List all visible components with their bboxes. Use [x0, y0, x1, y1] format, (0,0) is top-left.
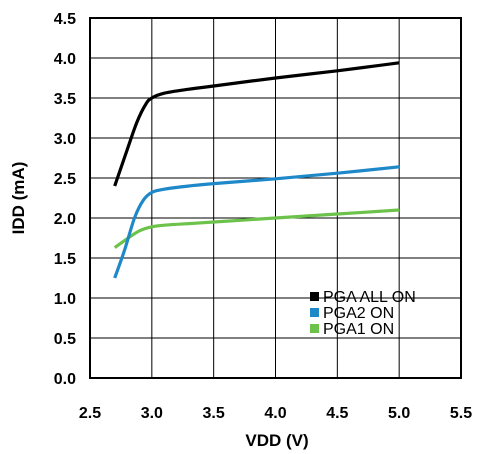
x-tick-label: 4.5: [326, 405, 348, 422]
x-tick-label: 3.5: [203, 405, 225, 422]
x-tick-label: 5.5: [450, 405, 472, 422]
series-line-pga-all-on: [115, 63, 400, 186]
x-tick-label: 3.0: [141, 405, 163, 422]
y-tick-label: 0.0: [54, 371, 76, 388]
x-tick-labels: 2.5 3.0 3.5 4.0 4.5 5.0 5.5: [79, 405, 472, 422]
legend-swatch: [310, 324, 319, 333]
y-tick-label: 1.5: [54, 251, 76, 268]
x-tick-label: 4.0: [264, 405, 286, 422]
y-tick-label: 2.0: [54, 211, 76, 228]
y-tick-label: 1.0: [54, 291, 76, 308]
legend-label: PGA2 ON: [323, 305, 394, 322]
y-tick-label: 4.0: [54, 51, 76, 68]
x-axis-label: VDD (V): [245, 431, 308, 450]
series-line-pga2-on: [115, 167, 400, 278]
y-tick-labels: 0.0 0.5 1.0 1.5 2.0 2.5 3.0 3.5 4.0 4.5: [54, 11, 76, 388]
x-tick-label: 5.0: [388, 405, 410, 422]
series-lines: [115, 63, 400, 278]
x-tick-label: 2.5: [79, 405, 101, 422]
y-tick-label: 0.5: [54, 331, 76, 348]
y-axis-label: IDD (mA): [9, 162, 28, 235]
y-tick-label: 4.5: [54, 11, 76, 28]
y-tick-label: 3.0: [54, 131, 76, 148]
y-tick-label: 2.5: [54, 171, 76, 188]
legend-swatch: [310, 308, 319, 317]
y-tick-label: 3.5: [54, 91, 76, 108]
legend-label: PGA1 ON: [323, 321, 394, 338]
series-line-pga1-on: [115, 210, 400, 248]
legend-swatch: [310, 292, 319, 301]
legend-label: PGA ALL ON: [323, 289, 416, 306]
